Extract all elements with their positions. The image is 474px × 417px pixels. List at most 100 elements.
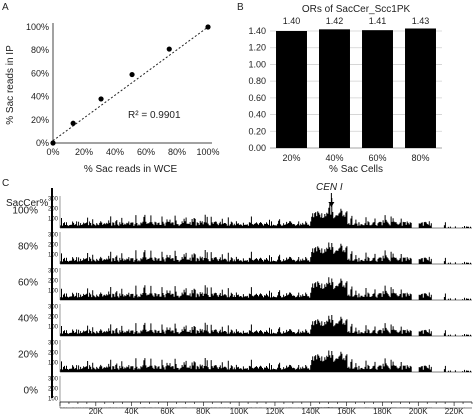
track-y-tick: 300 — [48, 269, 59, 275]
panel-a-label: A — [2, 2, 9, 13]
track-y-tick: 200 — [48, 279, 59, 285]
bar — [319, 29, 350, 149]
track-y-tick: 200 — [48, 243, 59, 249]
scatter-y-tick: 20% — [31, 115, 49, 125]
scatter-chart: % Sac reads in IP % Sac reads in WCE R² … — [5, 22, 220, 175]
scatter-x-tick: 20% — [75, 147, 93, 157]
scatter-point — [98, 96, 104, 102]
genome-x-tick: 140K — [301, 407, 320, 416]
track-y-tick: 100 — [48, 361, 59, 367]
bar-y-tick: 1.00 — [248, 59, 266, 69]
coverage-tracks: SacCer% CEN I 100% 80% 60% 40% 20% 0% 30… — [6, 182, 473, 416]
bar-y-tick: 1.20 — [248, 43, 266, 53]
r-squared-annotation: R² = 0.9901 — [128, 110, 181, 121]
bar-y-tick: 0.60 — [248, 93, 266, 103]
track-y-tick: 200 — [48, 387, 59, 393]
trendline — [52, 26, 209, 142]
genome-x-tick: 80K — [196, 407, 211, 416]
scatter-y-tick: 80% — [31, 45, 49, 55]
track-y-tick: 300 — [48, 197, 59, 203]
scatter-x-tick: 40% — [106, 147, 124, 157]
track-y-tick: 100 — [48, 217, 59, 223]
track-y-tick: 100 — [48, 325, 59, 331]
scatter-x-tick: 60% — [137, 147, 155, 157]
track-y-tick: 300 — [48, 305, 59, 311]
track-label: 20% — [18, 350, 38, 361]
scatter-y-tick: 40% — [31, 92, 49, 102]
genome-x-tick: 20K — [89, 407, 104, 416]
genome-x-tick: 200K — [409, 407, 428, 416]
track-label: 60% — [18, 278, 38, 289]
coverage-track — [60, 242, 472, 264]
track-y-tick: 300 — [48, 341, 59, 347]
scatter-point — [50, 140, 56, 146]
scatter-x-axis-label: % Sac reads in WCE — [84, 164, 178, 175]
bar-data-label: 1.41 — [369, 16, 387, 26]
bar-category-label: 80% — [411, 153, 429, 163]
bar-data-label: 1.42 — [326, 16, 344, 26]
bar-y-tick: 0.80 — [248, 76, 266, 86]
track-row-header: SacCer% — [6, 198, 48, 209]
genome-x-tick: 120K — [266, 407, 285, 416]
bar-y-tick: 1.40 — [248, 26, 266, 36]
scatter-y-tick: 0% — [36, 138, 49, 148]
scatter-point — [166, 46, 172, 52]
track-y-tick: 300 — [48, 377, 59, 383]
track-y-tick-labels: 300 200 100 300 200 100 300 200 100 300 200 100 300 2… — [48, 197, 59, 403]
bar-y-tick-labels: 0.00 0.20 0.40 0.60 0.80 1.00 1.20 1.40 — [248, 26, 266, 153]
track-y-tick: 300 — [48, 233, 59, 239]
coverage-track — [60, 315, 472, 336]
scatter-point — [70, 120, 76, 126]
bar — [276, 31, 307, 148]
track-labels: 100% 80% 60% 40% 20% 0% — [12, 206, 38, 397]
bar-data-label: 1.40 — [283, 16, 301, 26]
track-y-tick: 100 — [48, 289, 59, 295]
track-y-tick: 100 — [48, 397, 59, 403]
cen-annotation: CEN I — [316, 182, 343, 193]
bar-category-label: 60% — [368, 153, 386, 163]
scatter-x-tick-labels: 0% 20% 40% 60% 80% 100% — [46, 147, 219, 157]
track-label: 0% — [24, 386, 39, 397]
bar — [405, 28, 436, 148]
panel-c-label: C — [2, 178, 9, 189]
track-label: 80% — [18, 242, 38, 253]
scatter-point — [205, 24, 211, 30]
track-y-tick: 100 — [48, 253, 59, 259]
scatter-y-tick: 100% — [26, 22, 49, 32]
genome-x-tick: 40K — [125, 407, 140, 416]
bar-y-tick: 0.00 — [248, 143, 266, 153]
scatter-y-tick-labels: 0% 20% 40% 60% 80% 100% — [26, 22, 49, 148]
genome-x-tick: 100K — [230, 407, 249, 416]
panel-b-label: B — [237, 2, 244, 13]
bar-y-tick: 0.40 — [248, 110, 266, 120]
scatter-point — [129, 71, 135, 78]
genome-x-tick: 160K — [337, 407, 356, 416]
bar-category-labels: 20% 40% 60% 80% — [282, 153, 429, 163]
track-y-tick: 200 — [48, 207, 59, 213]
bar-x-axis-label: % Sac Cells — [329, 164, 383, 175]
bar-category-label: 20% — [282, 153, 300, 163]
scatter-x-tick: 100% — [196, 147, 219, 157]
scatter-x-tick: 0% — [46, 147, 59, 157]
coverage-track — [60, 277, 472, 300]
bar-y-tick: 0.20 — [248, 126, 266, 136]
track-y-tick: 200 — [48, 351, 59, 357]
bar-chart: ORs of SacCer_Scc1PK % Sac Cells 0.00 0.… — [248, 4, 442, 175]
bar-data-labels: 1.40 1.42 1.41 1.43 — [283, 16, 430, 26]
coverage-track — [60, 350, 472, 372]
genome-x-tick: 60K — [160, 407, 175, 416]
scatter-y-axis-label: % Sac reads in IP — [5, 45, 16, 125]
coverage-track — [60, 198, 472, 228]
track-y-tick: 200 — [48, 315, 59, 321]
bar-chart-title: ORs of SacCer_Scc1PK — [302, 4, 411, 15]
scatter-y-tick: 60% — [31, 68, 49, 78]
track-label: 100% — [12, 206, 38, 217]
bar — [362, 30, 393, 149]
scatter-x-tick: 80% — [168, 147, 186, 157]
genome-x-tick-labels: 20K 40K 60K 80K 100K 120K 140K 160K 180K… — [89, 407, 464, 416]
cen-arrow-head — [328, 202, 335, 207]
bar-category-label: 40% — [325, 153, 343, 163]
track-label: 40% — [18, 314, 38, 325]
bar-data-label: 1.43 — [412, 16, 430, 26]
